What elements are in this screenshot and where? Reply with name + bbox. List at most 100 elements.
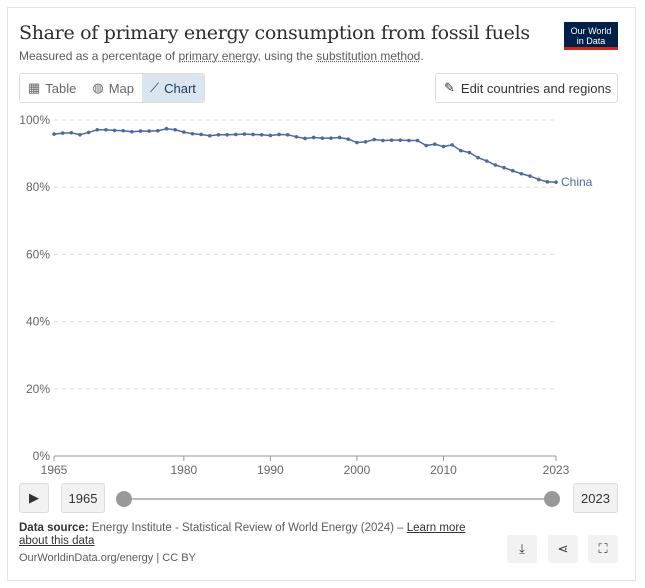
data-point <box>277 132 281 137</box>
x-tick-label: 2010 <box>430 463 457 477</box>
data-point <box>441 144 446 149</box>
data-point <box>147 129 152 133</box>
data-point <box>484 159 489 163</box>
data-point <box>303 136 307 141</box>
data-point <box>112 128 117 133</box>
data-point <box>52 132 56 136</box>
share-button[interactable]: ⋖ <box>548 535 578 563</box>
data-point <box>259 132 264 137</box>
data-point <box>424 143 428 148</box>
share-icon: ⋖ <box>557 541 569 556</box>
timeline-start-handle[interactable] <box>116 491 132 507</box>
y-tick-label: 40% <box>26 315 50 329</box>
substitution-method-link[interactable]: substitution method <box>316 49 421 63</box>
chart-frame <box>7 7 636 581</box>
y-tick-label: 100% <box>19 113 50 127</box>
x-tick-label: 2000 <box>344 463 371 477</box>
data-point <box>467 150 472 155</box>
data-point <box>294 135 299 139</box>
data-point <box>320 136 325 140</box>
data-point <box>355 140 359 145</box>
data-point <box>389 138 394 142</box>
tab-map[interactable]: ◍ Map <box>92 80 135 96</box>
chart-subtitle: Measured as a percentage of primary ener… <box>19 49 424 63</box>
data-point <box>510 168 515 173</box>
data-source: Data source: Energy Institute - Statisti… <box>19 522 466 547</box>
line-chart: 0% 20% 40% 60% 80% 100% 1965 1980 1990 2000 2010 20… <box>19 113 593 477</box>
data-point <box>225 132 229 137</box>
timeline-track[interactable] <box>124 498 552 500</box>
line-chart-icon: ⟋ <box>150 80 160 95</box>
data-point <box>285 132 290 137</box>
tab-chart[interactable]: ⟋ Chart <box>142 74 204 102</box>
data-point <box>95 127 100 132</box>
download-icon: ⤓ <box>519 541 525 556</box>
primary-energy-link[interactable]: primary energy <box>178 49 258 63</box>
x-tick-label: 1980 <box>170 463 197 477</box>
data-point <box>415 138 420 143</box>
data-point <box>164 126 169 131</box>
x-tick-label: 1965 <box>41 463 68 477</box>
pencil-icon: ✎ <box>444 80 455 95</box>
data-point <box>78 132 82 137</box>
data-point <box>536 177 541 182</box>
x-tick-label: 2023 <box>543 463 570 477</box>
data-point <box>450 143 454 147</box>
data-point <box>233 132 238 137</box>
data-point <box>182 130 186 134</box>
data-point <box>216 132 221 137</box>
owid-logo[interactable]: Our World in Data <box>564 22 618 50</box>
data-point <box>86 130 91 135</box>
data-point <box>130 129 134 134</box>
timeline-end-handle[interactable] <box>544 491 560 507</box>
data-point <box>268 133 273 138</box>
data-point <box>407 138 411 143</box>
data-point <box>346 137 351 141</box>
data-point <box>381 138 385 143</box>
chart-title: Share of primary energy consumption from… <box>19 22 530 44</box>
data-point <box>207 133 212 138</box>
data-point <box>69 130 74 135</box>
tab-table[interactable]: ▦ Table <box>28 80 77 96</box>
credit: OurWorldinData.org/energy | CC BY <box>19 552 196 564</box>
data-point <box>173 127 177 132</box>
data-point <box>60 131 65 135</box>
data-point <box>476 155 480 160</box>
data-point <box>433 142 437 146</box>
play-button[interactable]: ▶ <box>19 483 49 513</box>
timeline-end-label: 2023 <box>573 483 618 513</box>
fullscreen-button[interactable]: ⛶ <box>588 535 618 563</box>
data-point <box>493 163 498 167</box>
data-point <box>363 140 368 144</box>
data-point <box>156 128 160 133</box>
fullscreen-icon: ⛶ <box>598 541 608 556</box>
data-point <box>138 129 143 133</box>
data-point <box>372 137 377 142</box>
y-tick-label: 0% <box>33 449 51 463</box>
series-label-china: China <box>561 175 593 189</box>
y-tick-label: 60% <box>26 247 50 261</box>
play-icon: ▶ <box>29 490 39 505</box>
data-point <box>502 165 506 170</box>
learn-more-link[interactable]: Learn more about this data <box>19 522 466 547</box>
data-point <box>519 171 524 176</box>
data-point <box>104 127 108 132</box>
timeline-start-label: 1965 <box>61 483 105 513</box>
data-point <box>199 132 203 137</box>
data-point <box>329 136 333 140</box>
globe-icon: ◍ <box>92 80 104 95</box>
table-icon: ▦ <box>28 80 41 95</box>
data-point <box>337 135 342 140</box>
data-point <box>121 128 126 133</box>
edit-countries-button[interactable]: ✎ Edit countries and regions <box>435 73 618 103</box>
y-tick-label: 80% <box>26 180 50 194</box>
data-point <box>554 180 558 184</box>
y-tick-label: 20% <box>26 382 50 396</box>
x-tick-label: 1990 <box>257 463 284 477</box>
data-point <box>458 148 463 153</box>
data-point <box>311 135 316 140</box>
view-tabs: ▦ Table ◍ Map ⟋ Chart <box>19 73 205 103</box>
download-button[interactable]: ⤓ <box>507 535 537 563</box>
data-point <box>242 132 247 136</box>
data-point <box>545 180 550 184</box>
